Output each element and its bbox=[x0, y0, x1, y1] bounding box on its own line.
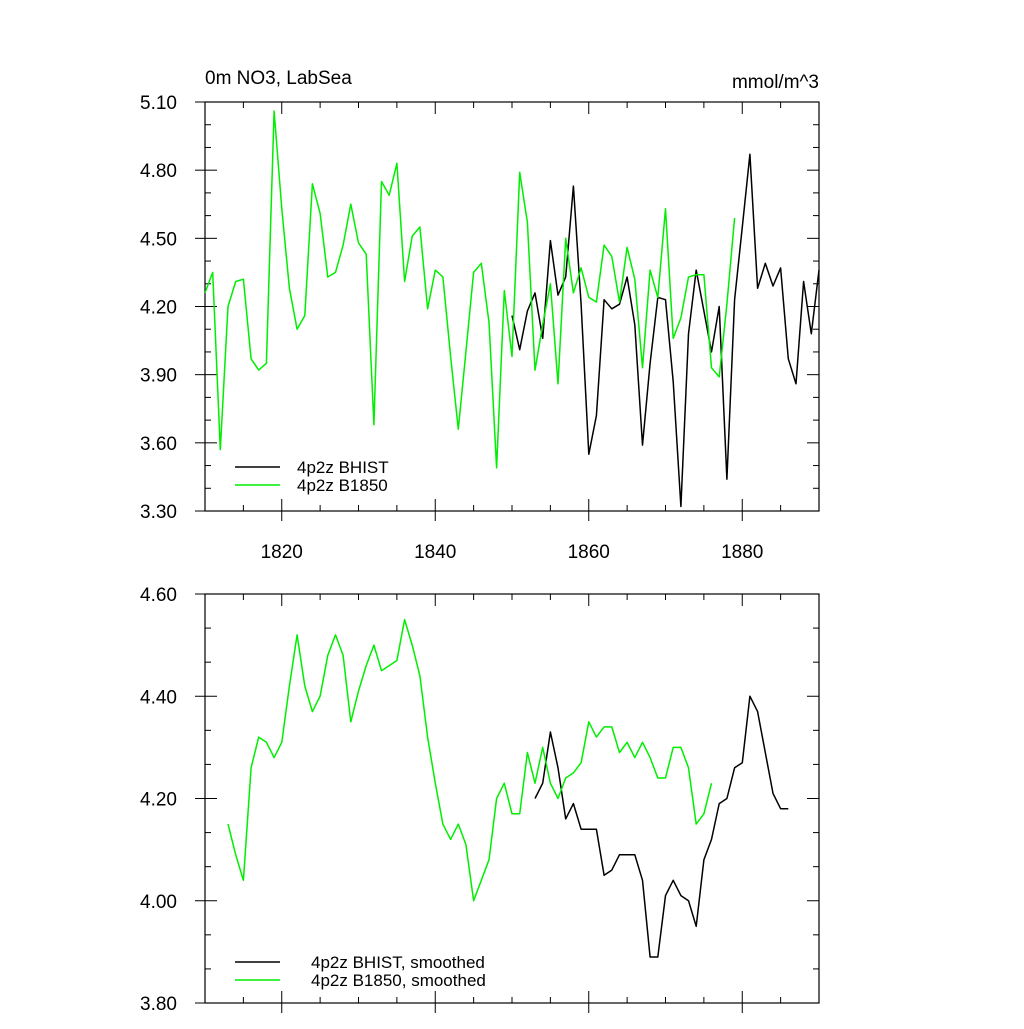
y-tick-label: 4.80 bbox=[140, 161, 177, 182]
x-tick-label: 1880 bbox=[721, 542, 763, 563]
x-tick-label: 1840 bbox=[414, 542, 456, 563]
y-tick-label: 3.60 bbox=[140, 434, 177, 455]
series-line-bhist bbox=[511, 153, 820, 508]
y-tick-label: 4.40 bbox=[140, 687, 177, 708]
y-tick-label: 4.20 bbox=[140, 790, 177, 811]
series-line-b1850 bbox=[227, 618, 713, 902]
legend-label: 4p2z BHIST, smoothed bbox=[311, 953, 485, 972]
units-label: mmol/m^3 bbox=[732, 72, 819, 93]
x-tick-label: 1860 bbox=[568, 542, 610, 563]
y-tick-label: 4.20 bbox=[140, 298, 177, 319]
legend-label: 4p2z B1850 bbox=[297, 476, 388, 495]
series-line-bhist bbox=[534, 695, 789, 958]
series-line-b1850 bbox=[204, 110, 736, 469]
legend-label: 4p2z BHIST bbox=[297, 458, 389, 477]
y-tick-label: 4.00 bbox=[140, 892, 177, 913]
legend-label: 4p2z B1850, smoothed bbox=[311, 971, 486, 990]
chart-title: 0m NO3, LabSea bbox=[205, 68, 352, 89]
y-tick-label: 5.10 bbox=[140, 93, 177, 114]
y-tick-label: 4.50 bbox=[140, 229, 177, 250]
x-tick-label: 1820 bbox=[261, 542, 303, 563]
y-tick-label: 3.80 bbox=[140, 994, 177, 1015]
y-tick-label: 4.60 bbox=[140, 585, 177, 606]
y-tick-label: 3.30 bbox=[140, 502, 177, 523]
y-tick-label: 3.90 bbox=[140, 366, 177, 387]
